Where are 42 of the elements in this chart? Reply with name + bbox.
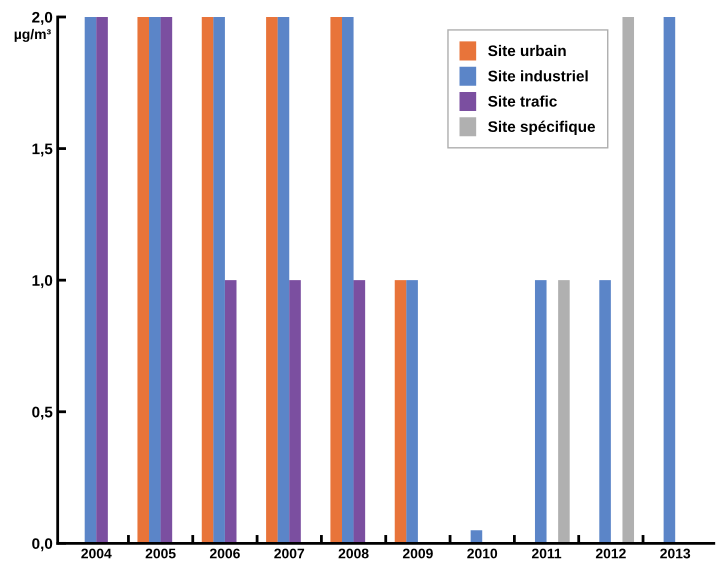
x-tick-label: 2010 <box>467 548 498 558</box>
bar <box>149 16 161 544</box>
bar <box>213 16 225 544</box>
bar <box>394 280 406 544</box>
x-tick-label: 2004 <box>81 548 112 558</box>
x-tick-label: 2005 <box>146 548 176 558</box>
y-tick-label: 0,5 <box>32 406 52 420</box>
x-tick-label: 2012 <box>596 548 626 558</box>
y-tick-label: 1,5 <box>32 144 52 156</box>
bar <box>664 16 676 544</box>
bar <box>406 280 418 544</box>
bar <box>534 280 547 544</box>
bar <box>137 16 150 544</box>
y-tick-label: 1,0 <box>32 275 52 288</box>
bar <box>202 16 214 544</box>
bar <box>160 16 172 544</box>
bar <box>330 16 342 544</box>
y-axis-title: µg/m³ <box>14 28 51 42</box>
bar <box>266 16 278 544</box>
y-tick-label: 0,0 <box>32 538 52 552</box>
legend-label: Site trafic <box>488 96 557 107</box>
legend-label: Site urbain <box>488 44 566 56</box>
legend-label: Site spécifique <box>488 120 595 136</box>
bar <box>289 280 301 544</box>
bar <box>84 16 96 544</box>
bar <box>599 280 611 544</box>
bar <box>354 280 366 544</box>
bar <box>622 16 634 544</box>
bar <box>558 280 570 544</box>
x-tick-label: 2013 <box>660 548 690 558</box>
y-tick-label: 2,0 <box>32 12 52 25</box>
legend-label: Site industriel <box>488 70 588 82</box>
x-tick-label: 2006 <box>210 548 240 558</box>
bar <box>224 280 236 544</box>
x-tick-label: 2009 <box>402 548 433 558</box>
bar <box>96 16 108 544</box>
bar <box>470 530 482 544</box>
bar <box>278 16 290 544</box>
bar <box>342 16 354 544</box>
x-tick-label: 2011 <box>532 548 562 558</box>
x-tick-label: 2007 <box>274 548 304 558</box>
x-tick-label: 2008 <box>338 548 369 558</box>
